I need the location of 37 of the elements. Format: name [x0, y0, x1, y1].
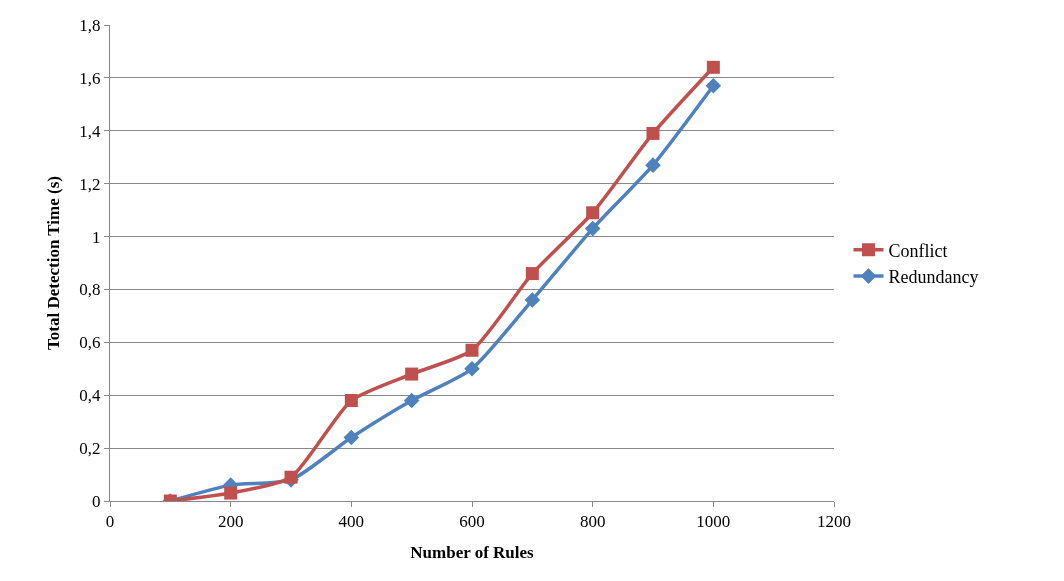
y-tick-label: 1 — [92, 227, 101, 247]
point — [224, 486, 238, 500]
x-tick-label: 0 — [105, 512, 115, 532]
y-tick-label: 1,8 — [79, 15, 101, 35]
x-tick-label: 1200 — [817, 512, 851, 532]
x-tick-label: 400 — [338, 512, 365, 532]
y-tick-label: 0,4 — [79, 386, 102, 406]
x-tick-label: 800 — [579, 512, 606, 532]
x-tick-label: 1000 — [696, 512, 731, 532]
point — [706, 60, 720, 74]
x-tick-label: 200 — [217, 512, 244, 532]
y-tick-label: 1,6 — [79, 68, 101, 88]
point — [343, 429, 360, 446]
point — [646, 126, 660, 140]
point — [344, 394, 358, 408]
point — [405, 367, 419, 381]
point — [525, 267, 539, 281]
y-tick-label: 1,4 — [79, 121, 102, 141]
point — [705, 78, 722, 94]
legend-label: Conflict — [888, 240, 948, 261]
x-tick-label: 600 — [459, 512, 485, 532]
x-axis-title: Number of Rules — [410, 542, 535, 562]
y-tick-label: 0,6 — [79, 333, 101, 353]
point — [403, 392, 420, 409]
point — [524, 292, 541, 308]
point — [465, 343, 479, 357]
legend-label: Redundancy — [888, 267, 979, 288]
y-axis-title: Total Detection Time (s) — [43, 176, 63, 350]
y-tick-label: 0,8 — [79, 280, 101, 300]
y-tick-label: 0 — [92, 491, 101, 511]
y-tick-label: 1,2 — [79, 174, 101, 194]
point — [464, 360, 480, 377]
point — [586, 206, 600, 220]
y-tick-label: 0,2 — [79, 439, 101, 459]
point — [284, 470, 298, 484]
point — [645, 157, 661, 173]
point — [584, 220, 601, 237]
